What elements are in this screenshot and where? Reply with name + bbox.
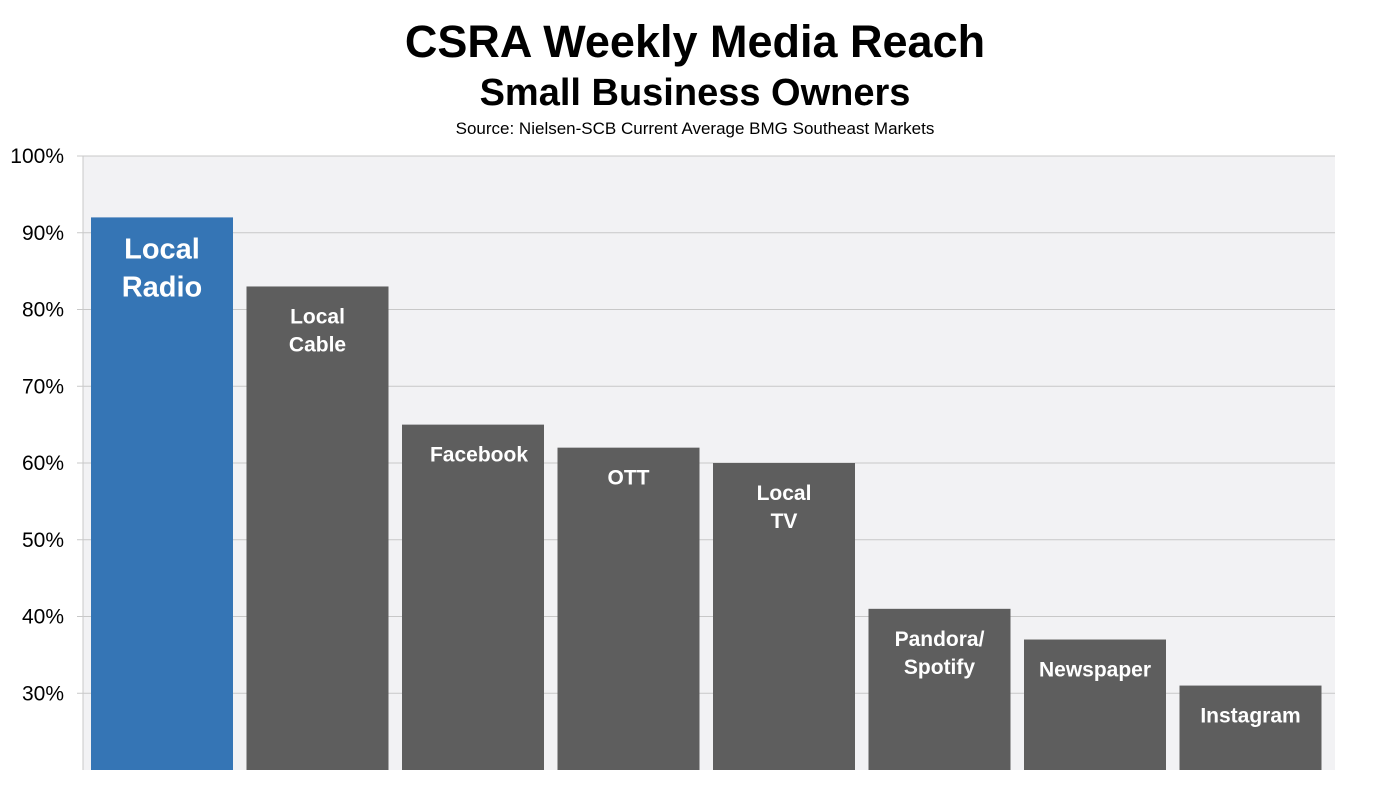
bar-label: Local Radio	[122, 233, 203, 303]
bar-pandora-spotify	[868, 608, 1011, 770]
bar-facebook	[402, 424, 544, 770]
y-tick-label: 30%	[22, 682, 64, 705]
bar-label: Facebook	[430, 444, 528, 467]
bar-label-line: Newspaper	[1039, 659, 1151, 682]
bar-label-line: Local	[290, 305, 345, 328]
bar-newspaper	[1024, 639, 1166, 770]
bar-label-line: Cable	[289, 333, 346, 356]
bar-local-cable	[246, 286, 389, 770]
bar-label: Instagram	[1200, 705, 1300, 728]
chart-title: CSRA Weekly Media Reach	[404, 16, 986, 67]
y-axis: 30% 40% 50% 60% 70% 80% 90% 100%	[10, 145, 84, 770]
bar-local-radio	[91, 217, 233, 770]
bar-label-line: Facebook	[430, 444, 528, 467]
bar-label-line: Pandora/	[895, 628, 985, 651]
y-tick-label: 60%	[22, 452, 64, 475]
chart-subtitle: Small Business Owners	[479, 72, 911, 114]
y-tick-label: 100%	[10, 145, 64, 168]
bar-label-line: Spotify	[904, 656, 975, 679]
bar-label-line: OTT	[608, 467, 650, 490]
bar-label: Newspaper	[1039, 659, 1151, 682]
y-tick-label: 90%	[22, 222, 64, 245]
bar-instagram	[1179, 685, 1322, 770]
y-tick-label: 70%	[22, 375, 64, 398]
bar-label-line: Local	[124, 233, 200, 265]
bar-label-line: TV	[771, 510, 798, 533]
bar-label-line: Local	[757, 482, 812, 505]
bar-labels: Local Radio Local Cable Facebook OTT Local TV Pa…	[122, 233, 1301, 727]
y-tick-label: 50%	[22, 529, 64, 552]
chart-source-note: Source: Nielsen-SCB Current Average BMG …	[455, 119, 935, 138]
y-tick-label: 80%	[22, 299, 64, 322]
y-tick-label: 40%	[22, 606, 64, 629]
bar-label: Pandora/Spotify	[895, 628, 985, 679]
bar-label: Local TV	[757, 482, 812, 533]
bar-label-line: Radio	[122, 271, 203, 303]
bar-label-line: Instagram	[1200, 705, 1300, 728]
bar-ott	[557, 447, 700, 770]
bar-local-tv	[713, 463, 855, 770]
bar-label: OTT	[608, 467, 650, 490]
bars	[91, 217, 1322, 770]
bar-label: Local Cable	[289, 305, 346, 356]
